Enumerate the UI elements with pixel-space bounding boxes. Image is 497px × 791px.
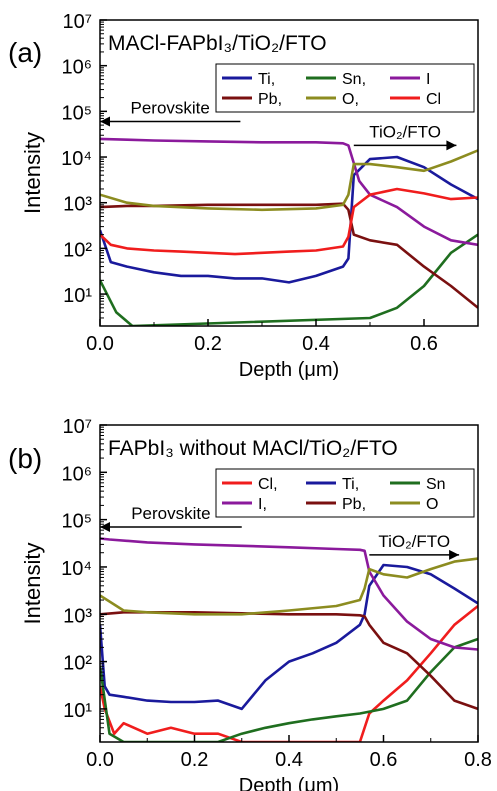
x-tick-label: 0.2 <box>194 333 222 355</box>
legend: Cl, Ti, Sn I, Pb, O <box>215 468 475 518</box>
x-tick-label: 0.2 <box>181 749 209 771</box>
annotation-label: Perovskite <box>131 504 210 523</box>
chart-panel-1: 10¹ 10² 10³ 10⁴ 10⁵ 10⁶ 10⁷ 0.0 0.2 0.4 0.6 Depth (… <box>8 11 479 381</box>
annotation-arrow-head <box>449 549 460 560</box>
y-tick-label: 10¹ <box>63 700 92 722</box>
x-tick-label: 0.0 <box>86 333 114 355</box>
y-axis-label: Intensity <box>20 543 45 625</box>
y-tick-label: 10² <box>63 653 92 675</box>
series-line-cl <box>100 604 478 742</box>
y-axis-label: Intensity <box>20 132 45 214</box>
chart-panel-2: 10¹ 10² 10³ 10⁴ 10⁵ 10⁶ 10⁷ 0.0 0.2 0.4 0.6 0.8 Dept… <box>8 416 492 791</box>
y-tick-label: 10³ <box>63 605 92 627</box>
legend-label: Sn, <box>342 71 366 88</box>
legend-frame <box>215 468 475 518</box>
series-line-sn <box>100 233 478 326</box>
y-tick-label: 10² <box>63 239 92 261</box>
x-tick-label: 0.8 <box>464 749 492 771</box>
y-tick-label: 10⁶ <box>62 57 92 79</box>
series-line-ti <box>100 155 478 284</box>
x-tick-label: 0.4 <box>275 749 303 771</box>
legend-label: I, <box>258 496 267 513</box>
legend: Ti, Sn, I Pb, O, Cl <box>215 63 475 113</box>
series-line-o <box>100 557 478 616</box>
y-tick-label: 10⁴ <box>61 148 92 170</box>
legend-label: Pb, <box>258 91 282 108</box>
y-tick-label: 10⁷ <box>63 11 92 33</box>
y-tick-label: 10⁴ <box>61 558 92 580</box>
x-tick-label: 0.6 <box>370 749 398 771</box>
legend-frame <box>215 63 475 113</box>
y-tick-label: 10⁶ <box>62 463 92 485</box>
legend-label: Cl <box>426 91 441 108</box>
annotation-arrow-head <box>446 140 457 151</box>
y-tick-label: 10⁷ <box>63 416 92 438</box>
series-line-ti <box>100 563 478 711</box>
y-tick-label: 10⁵ <box>61 511 92 533</box>
annotation-label: Perovskite <box>131 98 210 117</box>
series-line-pb <box>100 202 478 309</box>
series-line-cl <box>100 187 478 256</box>
y-tick-label: 10⁵ <box>61 102 92 124</box>
legend-label: Ti, <box>258 71 275 88</box>
panel-label: (a) <box>8 37 42 68</box>
x-tick-label: 0.0 <box>86 749 114 771</box>
legend-label: Cl, <box>258 476 278 493</box>
annotation-label: TiO₂/FTO <box>369 122 441 141</box>
legend-label: Pb, <box>342 496 366 513</box>
y-tick-label: 10³ <box>63 194 92 216</box>
legend-label: O, <box>342 91 359 108</box>
legend-label: I <box>426 71 430 88</box>
legend-label: O <box>426 496 438 513</box>
chart-title: MACl-FAPbI₃/TiO₂/FTO <box>108 32 327 55</box>
annotation-arrow-head <box>100 116 110 127</box>
chart-title: FAPbI₃ without MACl/TiO₂/FTO <box>108 437 398 460</box>
series-line-i <box>100 537 478 651</box>
annotation-arrow-head <box>100 521 110 532</box>
x-axis-label: Depth (μm) <box>239 359 339 381</box>
plot-frame <box>99 19 479 327</box>
panel-label: (b) <box>8 443 42 474</box>
y-tick-label: 10¹ <box>63 285 92 307</box>
series-line-o <box>100 149 478 212</box>
legend-label: Ti, <box>342 476 359 493</box>
x-tick-label: 0.6 <box>410 333 438 355</box>
annotation-label: TiO₂/FTO <box>378 532 450 551</box>
series-line-i <box>100 137 478 247</box>
x-tick-label: 0.4 <box>302 333 330 355</box>
legend-label: Sn <box>426 476 446 493</box>
x-axis-label: Depth (μm) <box>239 775 339 791</box>
series-line-sn <box>100 637 478 742</box>
